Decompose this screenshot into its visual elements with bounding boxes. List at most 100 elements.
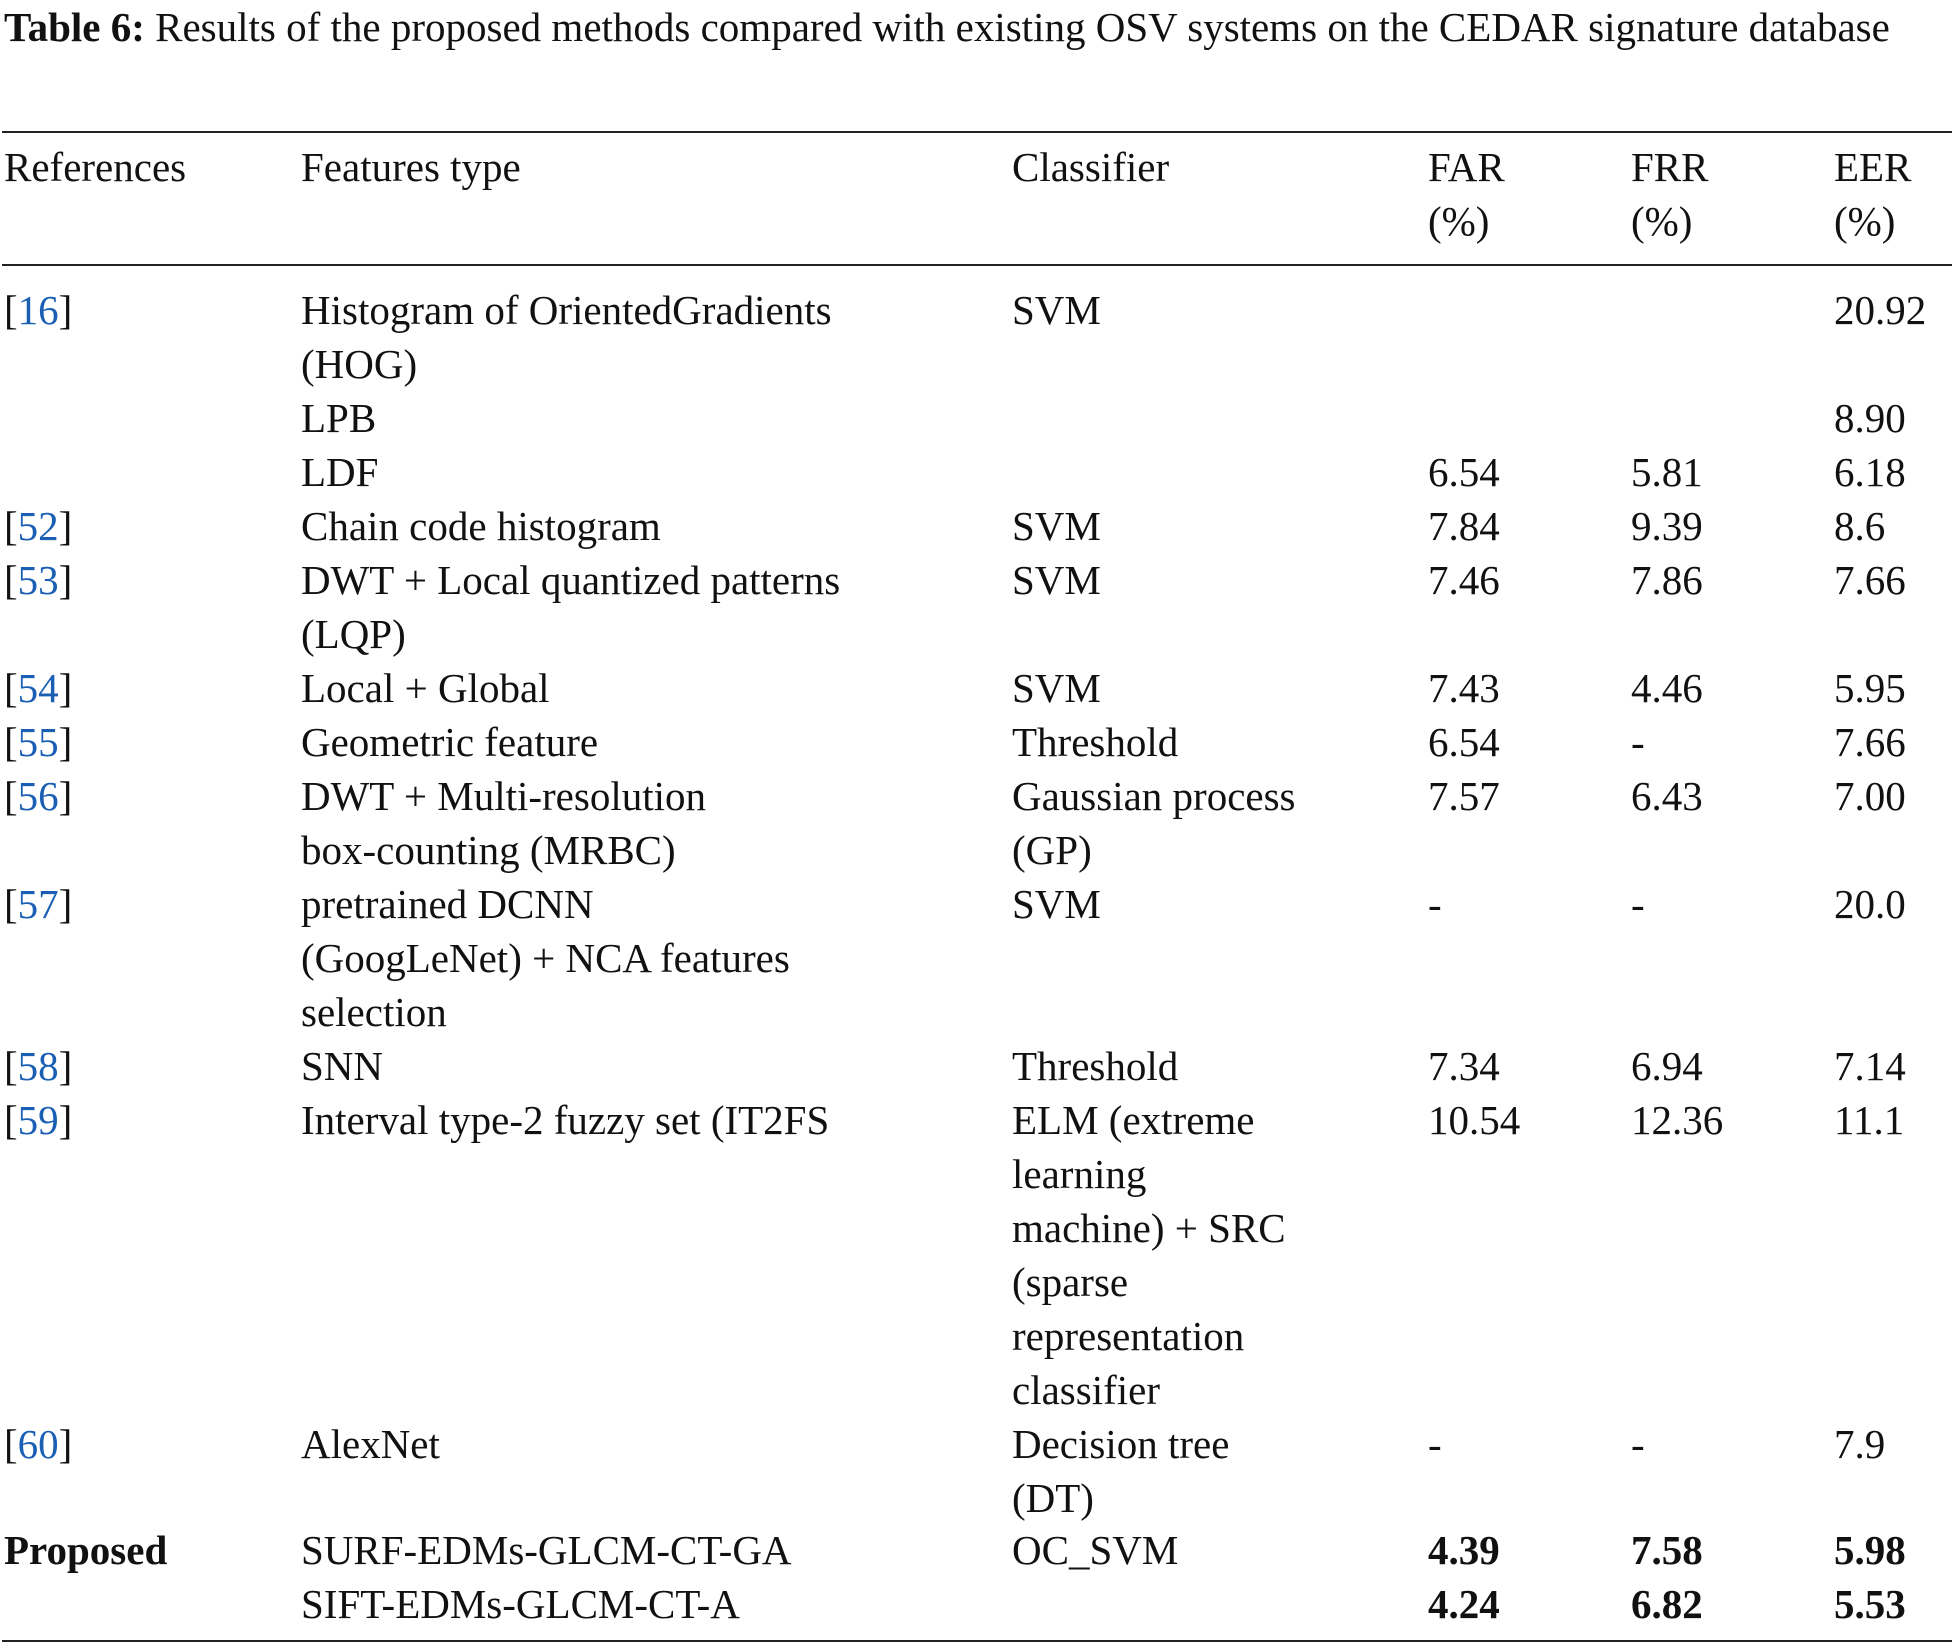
frr-cell: - xyxy=(1631,1421,1645,1467)
reference-bracket-open: [ xyxy=(4,719,18,765)
table-bottom-rule xyxy=(2,1640,1952,1642)
eer-cell: 7.14 xyxy=(1834,1043,1906,1089)
frr-cell: 12.36 xyxy=(1631,1097,1724,1143)
far-cell: 6.54 xyxy=(1428,449,1500,495)
features-type-cell: pretrained DCNN (GoogLeNet) + NCA feature… xyxy=(301,877,790,1039)
classifier-line: (GP) xyxy=(1012,827,1092,873)
proposed-method-1-far: 4.39 xyxy=(1428,1527,1500,1573)
reference-cell: [16] xyxy=(4,283,72,337)
features-type-line: pretrained DCNN xyxy=(301,881,594,927)
eer-cell: 7.00 xyxy=(1834,773,1906,819)
classifier-line: Decision tree xyxy=(1012,1421,1230,1467)
eer-cell: 8.6 xyxy=(1834,503,1886,549)
eer-cell: 7.66 xyxy=(1834,557,1906,603)
reference-link[interactable]: 59 xyxy=(17,1097,59,1143)
reference-bracket-close: ] xyxy=(58,881,73,927)
table-label: Table 6: xyxy=(4,4,145,50)
header-eer: EER (%) xyxy=(1834,140,1911,248)
far-cell: 7.84 xyxy=(1428,503,1500,549)
frr-cell: - xyxy=(1631,881,1645,927)
far-cell: 10.54 xyxy=(1428,1097,1521,1143)
reference-bracket-open: [ xyxy=(4,503,18,549)
far-cell: - xyxy=(1428,1421,1442,1467)
frr-cell: - xyxy=(1631,719,1645,765)
reference-link[interactable]: 57 xyxy=(17,881,59,927)
classifier-cell: Threshold xyxy=(1012,1039,1178,1093)
proposed-method-2-eer: 5.53 xyxy=(1834,1581,1906,1627)
features-type-cell: LDF xyxy=(301,445,378,499)
reference-cell: [52] xyxy=(4,499,72,553)
eer-cell: 11.1 xyxy=(1834,1097,1905,1143)
proposed-label: Proposed xyxy=(4,1527,168,1573)
reference-bracket-open: [ xyxy=(4,1097,18,1143)
reference-bracket-close: ] xyxy=(58,719,73,765)
proposed-method-2-far: 4.24 xyxy=(1428,1581,1500,1627)
eer-cell: 20.0 xyxy=(1834,881,1906,927)
classifier-cell: SVM xyxy=(1012,283,1101,337)
classifier-line: Gaussian process xyxy=(1012,773,1296,819)
frr-cell: 4.46 xyxy=(1631,665,1703,711)
reference-link[interactable]: 52 xyxy=(17,503,59,549)
classifier-line: SVM xyxy=(1012,665,1101,711)
reference-bracket-close: ] xyxy=(58,557,73,603)
proposed-method-1-features: SURF-EDMs-GLCM-CT-GA xyxy=(301,1527,792,1573)
features-type-line: box-counting (MRBC) xyxy=(301,827,676,873)
reference-link[interactable]: 55 xyxy=(17,719,59,765)
header-frr-unit: (%) xyxy=(1631,198,1693,244)
reference-bracket-open: [ xyxy=(4,557,18,603)
reference-bracket-open: [ xyxy=(4,1421,18,1467)
classifier-cell: ELM (extreme learning machine) + SRC (spars… xyxy=(1012,1093,1286,1417)
proposed-method-2-frr: 6.82 xyxy=(1631,1581,1703,1627)
reference-cell: [54] xyxy=(4,661,72,715)
eer-cell: 20.92 xyxy=(1834,287,1927,333)
far-cell: 7.43 xyxy=(1428,665,1500,711)
features-type-cell: Chain code histogram xyxy=(301,499,661,553)
table-caption-text: Results of the proposed methods compared… xyxy=(155,4,1890,50)
features-type-cell: AlexNet xyxy=(301,1417,440,1471)
reference-bracket-close: ] xyxy=(58,1097,73,1143)
classifier-cell: SVM xyxy=(1012,499,1101,553)
reference-bracket-close: ] xyxy=(58,1421,73,1467)
eer-cell: 8.90 xyxy=(1834,395,1906,441)
features-type-line: LDF xyxy=(301,449,379,495)
reference-cell: [56] xyxy=(4,769,72,823)
classifier-line: machine) + SRC xyxy=(1012,1205,1286,1251)
proposed-method-1-eer: 5.98 xyxy=(1834,1527,1906,1573)
reference-link[interactable]: 16 xyxy=(17,287,59,333)
reference-link[interactable]: 60 xyxy=(17,1421,59,1467)
reference-cell: [53] xyxy=(4,553,72,607)
header-eer-unit: (%) xyxy=(1834,198,1896,244)
header-classifier: Classifier xyxy=(1012,144,1170,190)
reference-cell: [57] xyxy=(4,877,72,931)
reference-bracket-close: ] xyxy=(58,665,73,711)
classifier-cell: Threshold xyxy=(1012,715,1178,769)
header-far: FAR (%) xyxy=(1428,140,1505,248)
far-cell: 7.46 xyxy=(1428,557,1500,603)
proposed-method-1-frr: 7.58 xyxy=(1631,1527,1703,1573)
header-frr-label: FRR xyxy=(1631,144,1709,190)
header-frr: FRR (%) xyxy=(1631,140,1709,248)
features-type-cell: Histogram of OrientedGradients (HOG) xyxy=(301,283,832,391)
classifier-line: classifier xyxy=(1012,1367,1160,1413)
reference-link[interactable]: 53 xyxy=(17,557,59,603)
table-header-rule xyxy=(2,264,1952,266)
reference-bracket-open: [ xyxy=(4,665,18,711)
reference-link[interactable]: 58 xyxy=(17,1043,59,1089)
features-type-line: (HOG) xyxy=(301,341,418,387)
eer-cell: 5.95 xyxy=(1834,665,1906,711)
classifier-line: ELM (extreme xyxy=(1012,1097,1255,1143)
classifier-line: SVM xyxy=(1012,557,1101,603)
eer-cell: 6.18 xyxy=(1834,449,1906,495)
reference-cell: [58] xyxy=(4,1039,72,1093)
features-type-cell: Local + Global xyxy=(301,661,550,715)
reference-link[interactable]: 56 xyxy=(17,773,59,819)
classifier-line: Threshold xyxy=(1012,719,1179,765)
reference-bracket-open: [ xyxy=(4,287,18,333)
classifier-line: SVM xyxy=(1012,287,1101,333)
classifier-line: learning xyxy=(1012,1151,1147,1197)
header-eer-label: EER xyxy=(1834,144,1912,190)
reference-bracket-open: [ xyxy=(4,881,18,927)
frr-cell: 9.39 xyxy=(1631,503,1703,549)
features-type-cell: DWT + Multi-resolution box-counting (MRBC… xyxy=(301,769,706,877)
reference-link[interactable]: 54 xyxy=(17,665,59,711)
